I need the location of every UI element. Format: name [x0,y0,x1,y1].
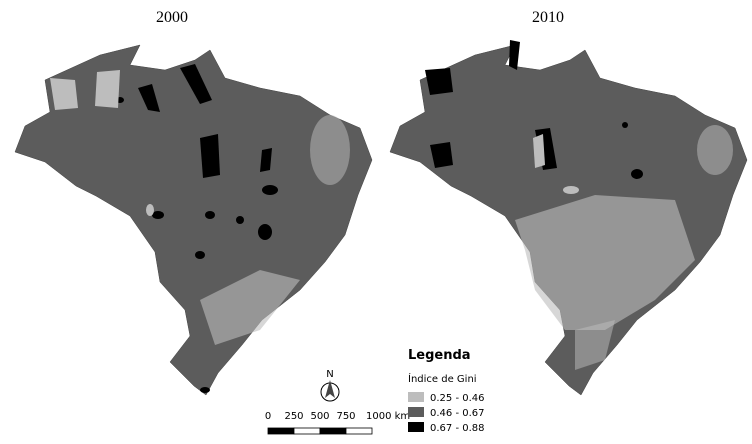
legend-swatch [408,392,424,402]
low-gini-regions [50,70,350,345]
high-gini-regions [116,64,278,393]
legend-label: 0.46 - 0.67 [430,408,485,419]
legend-label: 0.67 - 0.88 [430,423,485,434]
scale-segment [319,427,347,435]
legend-label: 0.25 - 0.46 [430,393,485,404]
north-arrow: N [320,369,340,402]
scale-segment [345,427,373,435]
scale-segment [293,427,321,435]
scale-label: 500 [310,411,329,422]
scale-label: 1000 km [366,411,410,422]
map-title: 2000 [156,9,188,26]
legend-swatch [408,407,424,417]
map-title: 2010 [532,9,564,26]
map-2000 [14,44,373,396]
low-gini-regions [515,125,733,370]
north-arrow-pointer [325,380,335,398]
north-label: N [326,369,333,380]
scale-label: 750 [336,411,355,422]
scale-label: 250 [284,411,303,422]
scale-bar: 0 250 500 750 1000 km [265,411,410,435]
legend-subtitle: Índice de Gini [408,372,477,385]
scale-label: 0 [265,411,271,422]
map-2010 [389,40,748,396]
scale-segment [267,427,295,435]
legend-swatch [408,422,424,432]
legend: Legenda Índice de Gini 0.25 - 0.46 0.46 -… [408,348,485,434]
legend-title: Legenda [408,348,471,363]
